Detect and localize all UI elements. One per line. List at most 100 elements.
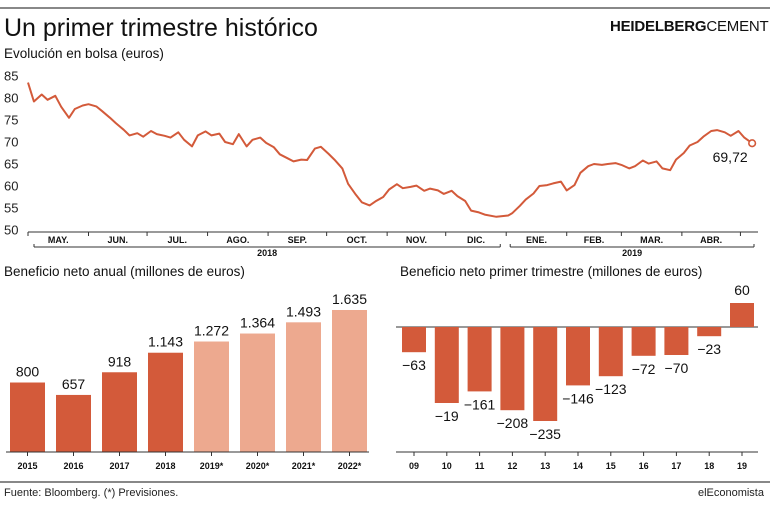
quarter-bar-value: −19 xyxy=(435,408,459,424)
quarter-bar-value: 60 xyxy=(734,282,750,298)
month-label: ABR. xyxy=(700,235,722,245)
annual-bar xyxy=(56,394,91,452)
annual-bar-value: 1.493 xyxy=(286,303,321,319)
month-label: NOV. xyxy=(406,235,427,245)
annual-bar-value: 1.272 xyxy=(194,323,229,339)
quarter-bar xyxy=(566,327,590,386)
quarter-category-label: 16 xyxy=(639,461,649,471)
month-label: JUL. xyxy=(168,235,188,245)
month-label: SEP. xyxy=(288,235,307,245)
annual-bar-value: 1.143 xyxy=(148,334,183,350)
annual-bar xyxy=(240,333,275,452)
annual-category-label: 2019* xyxy=(200,461,224,471)
quarter-category-label: 10 xyxy=(442,461,452,471)
annual-bar xyxy=(194,341,229,452)
quarter-bar xyxy=(664,327,689,355)
quarter-category-label: 09 xyxy=(409,461,419,471)
quarter-x-axis: 09 10 11 12 13 14 15 16 17 18 19 xyxy=(396,451,758,471)
quarter-category-label: 19 xyxy=(737,461,747,471)
annual-bar-value: 800 xyxy=(16,364,40,380)
annual-category-label: 2022* xyxy=(338,461,362,471)
quarter-bar xyxy=(467,327,492,392)
price-end-marker xyxy=(748,139,757,148)
annual-category-label: 2018 xyxy=(155,461,175,471)
quarter-bar-value: −123 xyxy=(595,381,627,397)
annual-bar xyxy=(332,309,367,452)
line-chart-month-labels: MAY. JUN. JUL. AGO. SEP. OCT. NOV. DIC. ENE. FEB.… xyxy=(48,235,722,245)
page-title: Un primer trimestre histórico xyxy=(4,14,318,42)
month-label: AGO. xyxy=(226,235,249,245)
quarter-category-label: 14 xyxy=(573,461,583,471)
annual-chart-title: Beneficio neto anual (millones de euros) xyxy=(4,264,245,279)
y-tick-label: 85 xyxy=(4,69,18,84)
annual-bar xyxy=(148,352,183,452)
annual-category-label: 2016 xyxy=(63,461,83,471)
logo-regular-text: CEMENT xyxy=(706,18,768,35)
line-chart-x-axis xyxy=(27,231,758,236)
quarter-bar-value: −161 xyxy=(464,396,496,412)
footer-brand: elEconomista xyxy=(698,487,765,499)
annual-x-axis: 2015 2016 2017 2018 2019* 2020* 2021* 2022* xyxy=(6,451,369,471)
annual-category-label: 2017 xyxy=(109,461,129,471)
y-tick-label: 55 xyxy=(4,201,18,216)
quarter-bar-value: −208 xyxy=(497,415,529,431)
footer-source: Fuente: Bloomberg. (*) Previsiones. xyxy=(4,487,178,499)
quarter-category-label: 18 xyxy=(704,461,714,471)
y-tick-label: 60 xyxy=(4,179,18,194)
quarter-bar xyxy=(730,303,754,327)
annual-category-label: 2020* xyxy=(246,461,270,471)
month-label: ENE. xyxy=(526,235,547,245)
quarter-bar xyxy=(434,327,459,403)
y-tick-label: 50 xyxy=(4,223,18,238)
quarter-bar-value: −235 xyxy=(529,426,561,442)
quarter-bar xyxy=(631,327,656,356)
annual-bar-value: 1.364 xyxy=(240,315,275,331)
price-end-label: 69,72 xyxy=(713,149,748,165)
y-tick-label: 75 xyxy=(4,113,18,128)
quarter-bar xyxy=(402,327,426,353)
y-tick-label: 80 xyxy=(4,91,18,106)
quarter-chart-title: Beneficio neto primer trimestre (millone… xyxy=(400,264,702,279)
quarter-bar xyxy=(598,327,623,377)
quarter-bar xyxy=(697,327,722,337)
year-label: 2018 xyxy=(257,248,277,258)
month-label: OCT. xyxy=(347,235,368,245)
y-tick-label: 65 xyxy=(4,157,18,172)
month-label: DIC. xyxy=(467,235,485,245)
quarter-category-label: 13 xyxy=(540,461,550,471)
price-series-line xyxy=(27,82,753,218)
annual-bar-value: 657 xyxy=(62,376,86,392)
y-tick-label: 70 xyxy=(4,135,18,150)
annual-bar xyxy=(286,322,321,452)
line-chart-subtitle: Evolución en bolsa (euros) xyxy=(4,46,164,61)
month-label: FEB. xyxy=(584,235,605,245)
quarter-bar-value: −63 xyxy=(402,357,426,373)
quarter-bar-value: −70 xyxy=(665,360,689,376)
annual-category-label: 2015 xyxy=(17,461,37,471)
line-chart-y-axis: 50 55 60 65 70 75 80 85 xyxy=(4,69,18,238)
month-label: MAY. xyxy=(48,235,69,245)
month-label: MAR. xyxy=(640,235,663,245)
quarter-bar-value: −146 xyxy=(562,390,594,406)
annual-bar xyxy=(10,382,45,452)
quarter-bar-value: −72 xyxy=(632,361,656,377)
logo-bold-text: HEIDELBERG xyxy=(610,18,706,35)
quarter-category-label: 11 xyxy=(475,461,485,471)
quarter-category-label: 17 xyxy=(671,461,681,471)
annual-bar xyxy=(102,372,137,452)
quarter-category-label: 15 xyxy=(606,461,616,471)
year-label: 2019 xyxy=(622,248,642,258)
quarter-bar xyxy=(533,327,558,421)
quarter-bars: −63 −19 −161−208−235 −146−123 −72 −70 −23 60 xyxy=(396,282,758,442)
annual-bar-value: 918 xyxy=(108,353,132,369)
month-label: JUN. xyxy=(108,235,129,245)
quarter-category-label: 12 xyxy=(507,461,517,471)
quarter-bar-value: −23 xyxy=(697,341,721,357)
line-chart-year-labels: 2018 2019 xyxy=(33,244,755,258)
quarter-bar-chart: −63 −19 −161−208−235 −146−123 −72 −70 −23 60 09… xyxy=(396,282,758,471)
brand-logo: HEIDELBERGCEMENT xyxy=(610,18,769,35)
quarter-bar xyxy=(500,327,525,411)
